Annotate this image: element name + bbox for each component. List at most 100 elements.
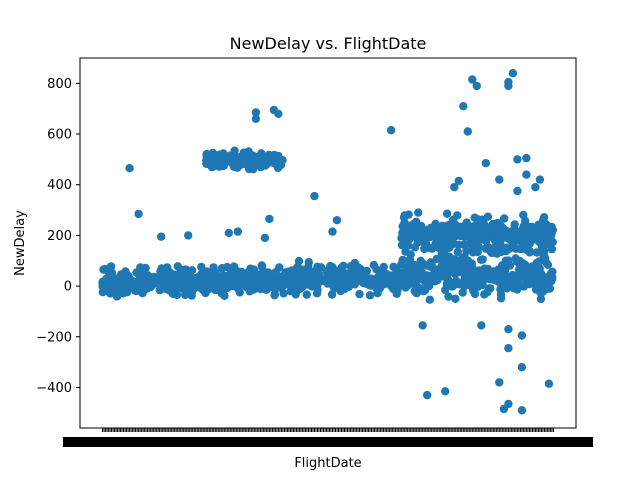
data-point	[513, 155, 522, 164]
data-point	[136, 263, 145, 272]
data-point	[409, 223, 418, 232]
data-point	[524, 231, 533, 240]
data-point	[504, 399, 513, 409]
data-point	[454, 264, 463, 273]
data-point	[134, 209, 143, 219]
data-point	[181, 281, 190, 291]
data-point	[458, 253, 467, 263]
data-point	[153, 278, 162, 287]
data-point	[362, 266, 371, 276]
data-point	[432, 254, 441, 264]
data-point	[453, 247, 462, 257]
data-point	[328, 227, 337, 236]
chart-title: NewDelay vs. FlightDate	[230, 34, 427, 53]
data-point	[398, 255, 407, 265]
data-point	[547, 244, 557, 254]
data-points	[98, 69, 557, 415]
data-point	[212, 275, 222, 284]
data-point	[519, 210, 528, 220]
data-point	[446, 228, 456, 238]
data-point	[302, 290, 311, 299]
data-point	[451, 280, 461, 289]
data-point	[518, 240, 528, 250]
data-point	[339, 279, 348, 289]
data-point	[125, 164, 134, 173]
data-point	[329, 278, 339, 288]
data-point	[425, 273, 434, 282]
data-point	[494, 238, 504, 248]
data-point	[238, 270, 247, 280]
data-point	[104, 278, 114, 288]
data-point	[116, 271, 126, 280]
y-tick-label: −200	[36, 330, 72, 345]
data-point	[522, 263, 531, 272]
data-point	[350, 258, 359, 268]
data-point	[174, 283, 183, 292]
data-point	[438, 260, 447, 270]
data-point	[106, 262, 116, 271]
data-point	[168, 289, 178, 298]
data-point	[251, 114, 261, 124]
y-tick-label: 800	[47, 77, 72, 92]
data-point	[251, 108, 261, 117]
data-point	[468, 284, 477, 293]
data-point	[273, 156, 282, 166]
data-point	[219, 149, 228, 158]
data-point	[484, 243, 493, 252]
data-point	[531, 183, 540, 192]
data-point	[410, 286, 419, 296]
data-point	[522, 153, 531, 163]
data-point	[197, 262, 206, 272]
data-point	[463, 127, 472, 136]
data-point	[338, 273, 348, 282]
data-point	[469, 272, 479, 282]
data-point	[536, 282, 545, 291]
data-point	[445, 281, 454, 290]
data-point	[205, 269, 214, 278]
data-point	[228, 280, 237, 290]
data-point	[547, 277, 556, 286]
data-point	[495, 175, 504, 184]
data-point	[454, 227, 463, 236]
data-point	[441, 387, 450, 396]
x-axis-ticks	[63, 428, 593, 447]
data-point	[508, 69, 518, 78]
data-point	[187, 288, 197, 297]
data-point	[356, 264, 365, 274]
data-point	[464, 223, 473, 232]
data-point	[535, 237, 544, 247]
data-point	[224, 228, 233, 238]
data-point	[504, 325, 513, 334]
data-point	[257, 261, 266, 270]
data-point	[511, 228, 520, 237]
data-point	[546, 269, 556, 278]
data-point	[492, 249, 502, 258]
data-point	[313, 285, 322, 294]
data-point	[536, 227, 546, 237]
data-point	[291, 278, 300, 288]
data-point	[460, 240, 470, 249]
data-point	[504, 344, 513, 353]
y-axis-label: NewDelay	[13, 210, 28, 276]
data-point	[304, 278, 313, 287]
data-point	[468, 75, 477, 84]
data-point	[481, 159, 490, 168]
data-point	[484, 267, 493, 277]
data-point	[316, 263, 326, 272]
data-point	[503, 276, 512, 286]
data-point	[365, 291, 375, 300]
data-point	[544, 379, 554, 388]
data-point	[211, 285, 220, 295]
data-point	[173, 262, 182, 271]
data-point	[404, 210, 413, 219]
data-point	[244, 164, 254, 174]
data-point	[504, 256, 513, 265]
data-point	[454, 176, 463, 186]
data-point	[462, 246, 471, 256]
data-point	[176, 269, 186, 279]
data-point	[493, 221, 503, 231]
data-point	[536, 294, 546, 304]
data-point	[537, 247, 546, 256]
data-point	[418, 268, 427, 278]
